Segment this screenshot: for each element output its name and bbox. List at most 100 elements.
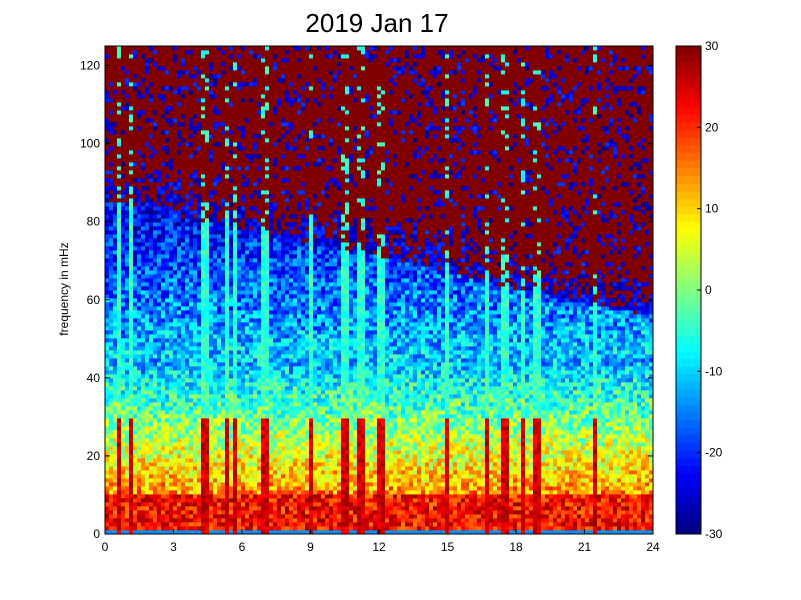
heatmap-cell	[213, 94, 218, 99]
heatmap-cell	[217, 442, 222, 447]
heatmap-cell	[249, 86, 254, 91]
heatmap-cell	[189, 282, 194, 287]
heatmap-cell	[197, 158, 202, 163]
heatmap-cell	[213, 150, 218, 155]
heatmap-cell	[117, 334, 122, 339]
heatmap-cell	[189, 274, 194, 279]
heatmap-cell	[105, 274, 110, 279]
heatmap-cell	[177, 110, 182, 115]
heatmap-cell	[197, 354, 202, 359]
heatmap-cell	[257, 106, 262, 111]
heatmap-cell	[221, 110, 226, 115]
heatmap-cell	[145, 406, 150, 411]
heatmap-cell	[157, 58, 162, 63]
heatmap-cell	[213, 514, 218, 519]
heatmap-cell	[169, 178, 174, 183]
heatmap-cell	[225, 330, 230, 335]
heatmap-cell	[233, 170, 238, 175]
heatmap-cell	[157, 478, 162, 483]
heatmap-cell	[149, 482, 154, 487]
heatmap-cell	[209, 190, 214, 195]
heatmap-cell	[221, 170, 226, 175]
heatmap-cell	[221, 422, 226, 427]
heatmap-cell	[129, 418, 134, 423]
heatmap-cell	[253, 438, 258, 443]
heatmap-cell	[237, 298, 242, 303]
heatmap-cell	[149, 358, 154, 363]
heatmap-cell	[217, 494, 222, 499]
heatmap-cell	[217, 422, 222, 427]
heatmap-cell	[257, 454, 262, 459]
heatmap-cell	[125, 274, 130, 279]
heatmap-cell	[173, 434, 178, 439]
heatmap-cell	[161, 290, 166, 295]
heatmap-cell	[257, 158, 262, 163]
heatmap-cell	[209, 466, 214, 471]
heatmap-cell	[209, 278, 214, 283]
heatmap-cell	[225, 258, 230, 263]
heatmap-cell	[177, 290, 182, 295]
heatmap-cell	[237, 418, 242, 423]
heatmap-cell	[117, 478, 122, 483]
heatmap-cell	[193, 522, 198, 527]
heatmap-cell	[117, 86, 122, 91]
heatmap-cell	[161, 54, 166, 59]
heatmap-cell	[221, 202, 226, 207]
heatmap-cell	[193, 490, 198, 495]
heatmap-cell	[153, 426, 158, 431]
heatmap-cell	[157, 78, 162, 83]
heatmap-cell	[129, 506, 134, 511]
heatmap-cell	[249, 370, 254, 375]
heatmap-cell	[217, 354, 222, 359]
heatmap-cell	[129, 518, 134, 523]
heatmap-cell	[169, 430, 174, 435]
heatmap-cell	[253, 282, 258, 287]
heatmap-cell	[129, 322, 134, 327]
heatmap-cell	[225, 530, 230, 535]
heatmap-cell	[133, 166, 138, 171]
heatmap-cell	[113, 402, 118, 407]
heatmap-cell	[245, 194, 250, 199]
heatmap-cell	[221, 530, 226, 535]
heatmap-cell	[233, 126, 238, 131]
heatmap-cell	[173, 86, 178, 91]
heatmap-cell	[185, 526, 190, 531]
heatmap-cell	[189, 130, 194, 135]
heatmap-cell	[105, 478, 110, 483]
heatmap-cell	[177, 238, 182, 243]
heatmap-cell	[169, 326, 174, 331]
heatmap-cell	[249, 166, 254, 171]
heatmap-cell	[177, 442, 182, 447]
heatmap-cell	[189, 502, 194, 507]
heatmap-cell	[241, 254, 246, 259]
heatmap-cell	[109, 162, 114, 167]
heatmap-cell	[245, 86, 250, 91]
heatmap-cell	[249, 262, 254, 267]
heatmap-cell	[141, 378, 146, 383]
heatmap-cell	[129, 282, 134, 287]
heatmap-cell	[169, 486, 174, 491]
heatmap-cell	[125, 218, 130, 223]
heatmap-cell	[221, 410, 226, 415]
heatmap-cell	[249, 102, 254, 107]
heatmap-cell	[201, 362, 206, 367]
heatmap-cell	[117, 126, 122, 131]
heatmap-cell	[189, 74, 194, 79]
heatmap-cell	[105, 490, 110, 495]
heatmap-cell	[133, 382, 138, 387]
heatmap-cell	[121, 214, 126, 219]
heatmap-cell	[217, 406, 222, 411]
heatmap-cell	[253, 290, 258, 295]
heatmap-cell	[237, 54, 242, 59]
heatmap-cell	[125, 402, 130, 407]
heatmap-cell	[201, 70, 206, 75]
heatmap-cell	[161, 94, 166, 99]
heatmap-cell	[241, 226, 246, 231]
heatmap-cell	[197, 82, 202, 87]
heatmap-cell	[225, 234, 230, 239]
heatmap-cell	[253, 478, 258, 483]
heatmap-cell	[265, 162, 270, 167]
heatmap-cell	[261, 342, 266, 347]
heatmap-cell	[213, 386, 218, 391]
heatmap-cell	[249, 294, 254, 299]
